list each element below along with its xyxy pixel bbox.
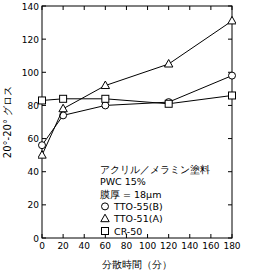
series-line: [42, 21, 232, 155]
y-tick-label: 40: [28, 167, 40, 177]
x-tick-label: 180: [223, 241, 240, 251]
data-point: [39, 97, 46, 104]
x-tick-label: 160: [202, 241, 219, 251]
y-tick: [228, 39, 232, 40]
x-tick: [168, 6, 169, 10]
x-tick: [189, 234, 190, 238]
y-tick: [42, 39, 46, 40]
x-tick: [63, 6, 64, 10]
legend: アクリル／メラミン塗料PWC 15% 膜厚 = 18μmTTO-55(B)TTO-…: [100, 164, 210, 237]
data-point: [60, 95, 67, 102]
x-axis-title: 分散時間（分）: [102, 259, 172, 270]
data-point: [164, 60, 172, 68]
y-tick: [42, 105, 46, 106]
y-tick: [228, 6, 232, 7]
x-tick: [168, 234, 169, 238]
data-point: [229, 92, 236, 99]
chart-container: 0204060801001201400204060801001201401601…: [0, 0, 270, 280]
y-axis-title: 20°-20° グロス: [2, 86, 13, 158]
x-tick-label: 120: [160, 241, 177, 251]
x-tick-label: 40: [78, 241, 90, 251]
annotation: 膜厚 = 18μm: [100, 189, 161, 200]
legend-label: TTO-55(B): [113, 201, 163, 212]
legend-marker: [101, 214, 109, 222]
y-tick: [228, 238, 232, 239]
y-tick: [42, 238, 46, 239]
y-tick: [228, 138, 232, 139]
chart-svg: 0204060801001201400204060801001201401601…: [0, 0, 270, 280]
x-tick: [210, 234, 211, 238]
y-tick-label: 80: [28, 101, 40, 111]
y-tick: [228, 204, 232, 205]
y-tick: [228, 105, 232, 106]
x-tick: [42, 234, 43, 238]
x-tick: [232, 234, 233, 238]
y-tick-label: 60: [28, 134, 40, 144]
legend-label: TTO-51(A): [113, 213, 163, 224]
y-tick: [42, 6, 46, 7]
x-tick: [42, 6, 43, 10]
data-point: [228, 16, 236, 24]
y-tick-label: 140: [22, 2, 39, 12]
data-point: [101, 81, 109, 89]
x-tick-label: 100: [139, 241, 156, 251]
x-tick-label: 60: [100, 241, 112, 251]
x-tick: [232, 6, 233, 10]
data-point: [165, 100, 172, 107]
x-tick: [147, 6, 148, 10]
x-tick-label: 80: [121, 241, 133, 251]
data-point: [229, 72, 236, 79]
plot-data: [38, 16, 236, 158]
plot-frame: [42, 6, 232, 238]
y-tick-label: 100: [22, 68, 39, 78]
data-point: [102, 102, 109, 109]
x-tick: [84, 6, 85, 10]
x-tick-label: 0: [39, 241, 45, 251]
x-tick-label: 20: [57, 241, 69, 251]
annotation: PWC 15%: [100, 176, 146, 187]
series-line: [42, 95, 232, 103]
x-tick: [63, 234, 64, 238]
y-tick: [42, 72, 46, 73]
series-line: [42, 76, 232, 146]
x-tick: [147, 234, 148, 238]
x-tick: [189, 6, 190, 10]
data-point: [39, 142, 46, 149]
annotation: アクリル／メラミン塗料: [100, 164, 210, 175]
y-tick: [42, 138, 46, 139]
data-point: [102, 95, 109, 102]
legend-marker: [102, 203, 109, 210]
y-tick: [42, 204, 46, 205]
x-tick: [105, 6, 106, 10]
legend-marker: [102, 228, 109, 235]
y-tick-label: 20: [28, 200, 40, 210]
x-tick: [126, 6, 127, 10]
x-tick: [210, 6, 211, 10]
data-point: [38, 151, 46, 159]
legend-label: CR-50: [114, 226, 142, 237]
x-tick-label: 140: [181, 241, 198, 251]
y-tick: [42, 171, 46, 172]
x-tick: [84, 234, 85, 238]
y-tick-label: 120: [22, 35, 39, 45]
data-point: [59, 104, 67, 112]
y-tick: [228, 171, 232, 172]
